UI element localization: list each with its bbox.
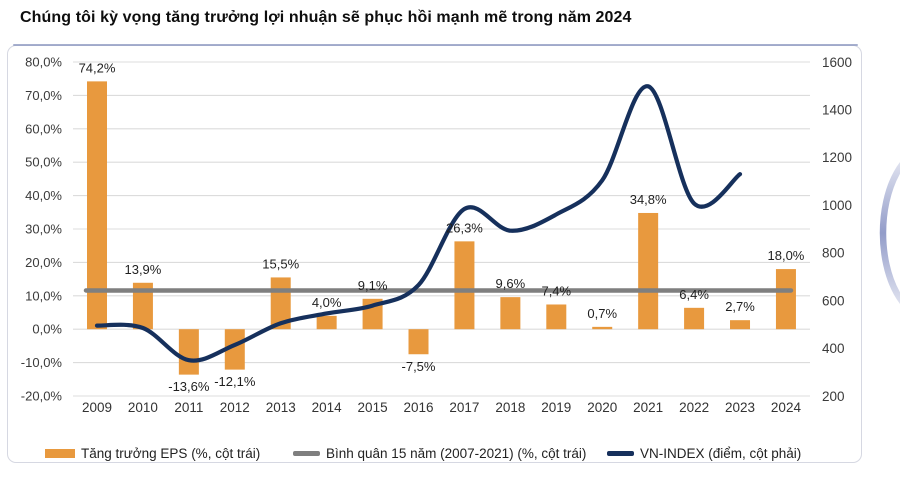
left-axis-tick-label: 70,0% xyxy=(25,88,62,103)
eps-data-label: 9,1% xyxy=(358,278,388,293)
eps-bar xyxy=(316,315,337,330)
right-axis-tick-label: 1400 xyxy=(822,103,852,118)
left-axis-tick-label: 20,0% xyxy=(25,255,62,270)
eps-bar xyxy=(132,282,153,330)
legend-item-average: Bình quân 15 năm (2007-2021) (%, cột trá… xyxy=(293,443,586,463)
eps-bar xyxy=(730,320,751,330)
left-axis-tick-label: 50,0% xyxy=(25,155,62,170)
left-axis-tick-label: 40,0% xyxy=(25,188,62,203)
right-axis-tick-label: 1600 xyxy=(822,55,852,70)
eps-bar xyxy=(87,81,107,330)
eps-data-label: 0,7% xyxy=(587,306,617,321)
vnindex-line-swatch-icon xyxy=(607,450,634,456)
left-axis-tick-label: 10,0% xyxy=(25,288,62,303)
eps-bar-swatch-icon xyxy=(45,448,75,458)
eps-data-label: -13,6% xyxy=(168,379,210,394)
eps-data-label: 13,9% xyxy=(124,262,161,277)
right-axis-tick-label: 200 xyxy=(822,389,845,404)
page-title: Chúng tôi kỳ vọng tăng trưởng lợi nhuận … xyxy=(20,9,632,26)
x-axis-year-label: 2024 xyxy=(771,400,802,415)
eps-data-label: 4,0% xyxy=(312,295,342,310)
x-axis-year-label: 2018 xyxy=(495,400,525,415)
right-axis-tick-label: 600 xyxy=(822,293,845,308)
decorative-arc xyxy=(879,162,900,304)
eps-bar xyxy=(684,307,705,330)
vnindex-line xyxy=(94,84,743,363)
x-axis-year-label: 2009 xyxy=(82,400,112,415)
eps-bar xyxy=(546,304,567,330)
x-axis-year-label: 2017 xyxy=(449,400,479,415)
x-axis-year-label: 2012 xyxy=(220,400,250,415)
eps-bar xyxy=(775,269,796,330)
x-axis-year-label: 2020 xyxy=(587,400,617,415)
x-axis-year-label: 2011 xyxy=(174,400,203,415)
legend-label-average: Bình quân 15 năm (2007-2021) (%, cột trá… xyxy=(326,445,587,461)
right-axis-tick-label: 800 xyxy=(822,246,845,261)
left-axis-tick-label: -20,0% xyxy=(21,389,63,404)
eps-bar xyxy=(454,241,475,330)
x-axis-year-label: 2015 xyxy=(358,400,388,415)
x-axis-year-label: 2016 xyxy=(403,400,433,415)
eps-bar xyxy=(178,329,199,375)
right-axis-tick-label: 400 xyxy=(822,341,845,356)
panel-top-accent-line xyxy=(13,44,858,46)
eps-bar xyxy=(408,329,429,355)
legend-item-vnindex: VN-INDEX (điểm, cột phải) xyxy=(607,443,801,463)
eps-data-label: -7,5% xyxy=(402,359,436,374)
legend-item-eps: Tăng trưởng EPS (%, cột trái) xyxy=(45,443,260,463)
left-axis-tick-label: -10,0% xyxy=(21,355,63,370)
x-axis-year-label: 2013 xyxy=(266,400,296,415)
x-axis-year-label: 2021 xyxy=(633,400,663,415)
eps-bar xyxy=(500,297,521,330)
x-axis-year-label: 2023 xyxy=(725,400,755,415)
x-axis-year-label: 2019 xyxy=(541,400,571,415)
eps-data-label: 9,6% xyxy=(496,276,526,291)
right-axis-tick-label: 1000 xyxy=(822,198,852,213)
left-axis-tick-label: 60,0% xyxy=(25,121,62,136)
eps-data-label: 7,4% xyxy=(541,283,571,298)
eps-bar xyxy=(224,329,245,370)
eps-data-label: 6,4% xyxy=(679,287,709,302)
eps-data-label: 26,3% xyxy=(446,220,483,235)
average-line-swatch-icon xyxy=(293,450,320,456)
x-axis-year-label: 2014 xyxy=(312,400,343,415)
eps-data-label: 74,2% xyxy=(79,60,116,75)
legend-label-eps: Tăng trưởng EPS (%, cột trái) xyxy=(81,445,261,461)
left-axis-tick-label: 0,0% xyxy=(32,322,62,337)
right-axis-tick-label: 1200 xyxy=(822,150,852,165)
chart-legend: Tăng trưởng EPS (%, cột trái) Bình quân … xyxy=(0,443,900,463)
legend-label-vnindex: VN-INDEX (điểm, cột phải) xyxy=(640,445,802,461)
eps-bar xyxy=(638,212,659,330)
eps-bar xyxy=(592,326,613,330)
x-axis-year-label: 2022 xyxy=(679,400,709,415)
eps-data-label: 15,5% xyxy=(262,256,299,271)
eps-data-label: -12,1% xyxy=(214,374,256,389)
eps-data-label: 2,7% xyxy=(725,299,755,314)
left-axis-tick-label: 30,0% xyxy=(25,222,62,237)
left-axis-tick-label: 80,0% xyxy=(25,55,62,70)
eps-data-label: 34,8% xyxy=(630,192,667,207)
x-axis-year-label: 2010 xyxy=(128,400,158,415)
eps-data-label: 18,0% xyxy=(768,248,805,263)
